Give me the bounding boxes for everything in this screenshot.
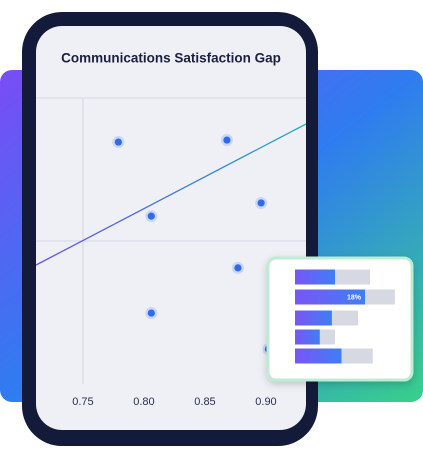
- point: [147, 309, 155, 317]
- x-tick-label: 0.75: [72, 396, 93, 408]
- x-tick-label: 0.90: [255, 396, 276, 408]
- trend-line: [36, 123, 306, 266]
- bar-track: [341, 348, 373, 364]
- bar: [295, 329, 320, 345]
- point: [223, 136, 231, 144]
- bar: [295, 289, 365, 305]
- bar: [295, 310, 332, 326]
- bar: [295, 269, 336, 285]
- bar-track: [331, 310, 358, 326]
- chart-title: Communications Satisfaction Gap: [61, 51, 281, 66]
- x-tick-label: 0.85: [194, 396, 215, 408]
- point: [147, 212, 155, 220]
- bar-track: [335, 269, 371, 285]
- point: [234, 264, 242, 272]
- card: 18%: [266, 256, 414, 382]
- bar-track: [319, 329, 336, 345]
- phone-screen: [36, 26, 306, 430]
- bar-track: [365, 289, 395, 305]
- bar: [295, 348, 342, 364]
- value-label: 18%: [347, 294, 362, 301]
- x-tick-label: 0.80: [133, 396, 154, 408]
- plot: [36, 98, 306, 384]
- point: [114, 138, 122, 146]
- point: [257, 199, 265, 207]
